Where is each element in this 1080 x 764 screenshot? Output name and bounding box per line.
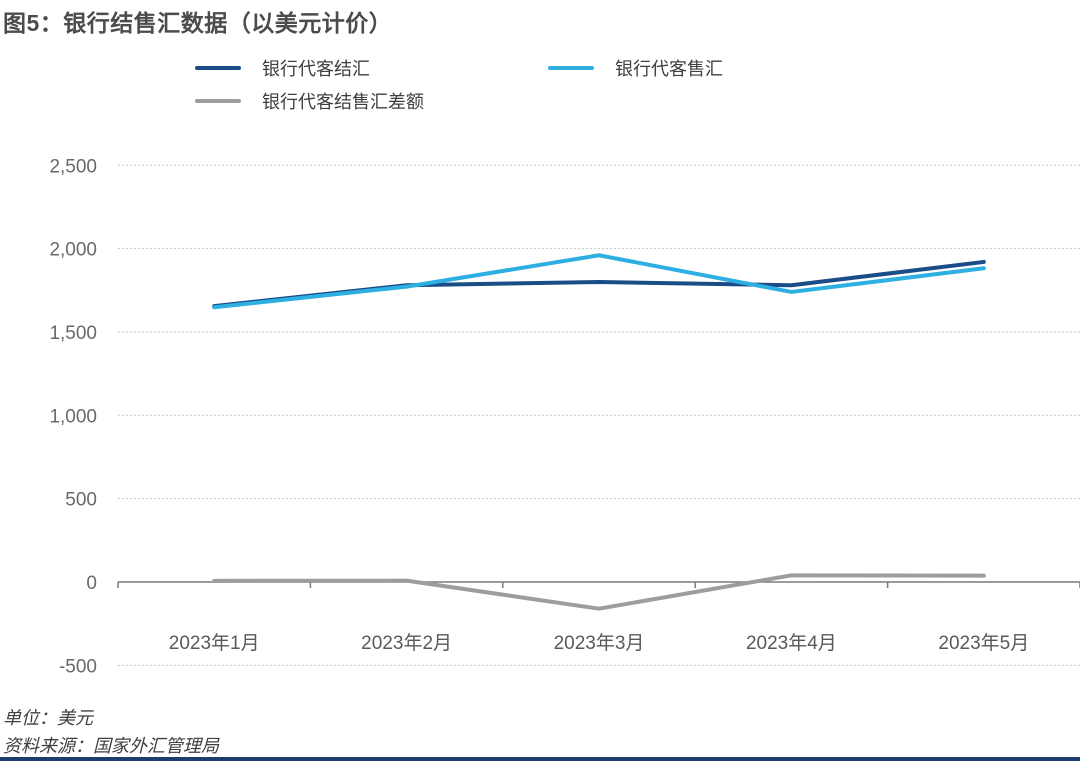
legend-label: 银行代客结售汇差额 xyxy=(262,92,424,112)
bottom-rule xyxy=(0,757,1080,761)
line-chart: 2,500 2,000 1,500 1,000 500 0 -500 2023年1月 2023年… xyxy=(49,156,1080,677)
legend-label: 银行代客结汇 xyxy=(262,59,370,79)
legend: 银行代客结汇 银行代客售汇银行代客结售汇差额 xyxy=(0,0,1080,120)
y-tick-label: -500 xyxy=(59,656,97,677)
legend-swatch xyxy=(548,66,594,70)
legend-swatch xyxy=(195,66,241,70)
y-tick-label: 2,000 xyxy=(49,240,97,261)
y-tick-label: 500 xyxy=(65,490,97,511)
series-line-1 xyxy=(212,253,986,310)
legend-swatch xyxy=(195,99,241,103)
legend-item: 银行代客结汇 xyxy=(195,57,370,79)
legend-item: 银行代客结售汇差额 xyxy=(195,90,424,112)
y-tick-label: 1,500 xyxy=(49,323,97,344)
chart-title: 图5：银行结售汇数据（以美元计价） xyxy=(3,10,393,36)
x-tick-label: 2023年5月 xyxy=(938,632,1029,654)
y-tick-label: 2,500 xyxy=(49,156,97,177)
source-note: 资料来源：国家外汇管理局 xyxy=(3,736,219,756)
y-tick-label: 1,000 xyxy=(49,406,97,427)
x-tick-label: 2023年2月 xyxy=(361,632,452,654)
legend-label: 银行代客售汇 xyxy=(615,59,723,79)
x-tick-label: 2023年1月 xyxy=(169,632,260,654)
y-tick-label: 0 xyxy=(86,573,97,594)
x-tick-label: 2023年3月 xyxy=(554,632,645,654)
series-line-2 xyxy=(212,573,986,611)
unit-note: 单位：美元 xyxy=(3,708,93,728)
legend-item: 银行代客售汇 xyxy=(548,57,723,79)
x-tick-label: 2023年4月 xyxy=(746,632,837,654)
